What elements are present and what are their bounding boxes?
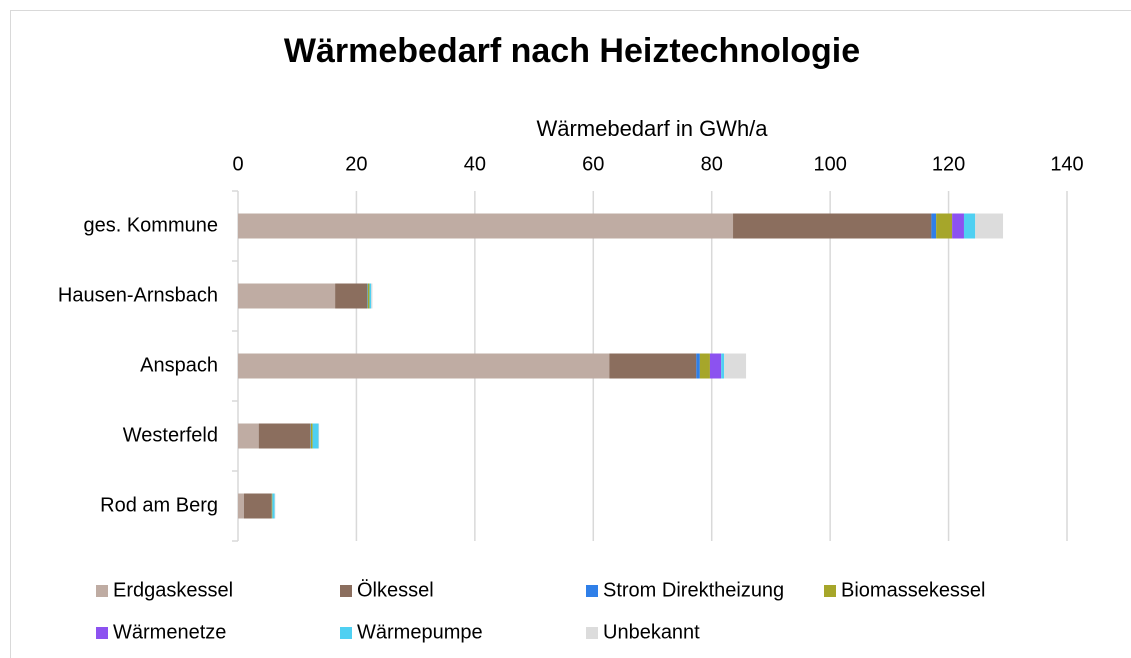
x-tick-label: 120	[932, 153, 965, 175]
bar-segment	[952, 213, 964, 239]
legend-label: Unbekannt	[603, 621, 700, 643]
bar-segment	[310, 423, 313, 449]
bar-segment	[733, 213, 932, 239]
bar-segment	[238, 213, 734, 239]
bar-segment	[936, 213, 953, 239]
bar-segment	[271, 493, 273, 519]
bar-segment	[274, 493, 276, 519]
bar-segment	[238, 353, 610, 379]
bar-segment	[371, 283, 373, 309]
bar-segment	[709, 353, 722, 379]
legend-swatch	[96, 585, 108, 597]
x-tick-label: 40	[464, 153, 486, 175]
bar-segment	[721, 353, 725, 379]
bar-segment	[975, 213, 1004, 239]
bar-segment	[335, 283, 368, 309]
y-tick-label: ges. Kommune	[83, 214, 218, 236]
bar-segment	[931, 213, 937, 239]
bar-segment	[699, 353, 710, 379]
bar-segment	[243, 493, 272, 519]
legend-swatch	[340, 585, 352, 597]
legend-swatch	[824, 585, 836, 597]
bar-segment	[312, 423, 319, 449]
bar-segment	[238, 493, 244, 519]
bar-segment	[367, 283, 368, 309]
bar-segment	[238, 283, 336, 309]
bar-segment	[318, 423, 320, 449]
x-tick-label: 80	[701, 153, 723, 175]
y-tick-label: Anspach	[140, 354, 218, 376]
legend-label: Wärmenetze	[113, 621, 226, 643]
bar-segment	[367, 283, 370, 309]
bar-segment	[609, 353, 697, 379]
legend-label: Erdgaskessel	[113, 579, 233, 601]
bar-segment	[724, 353, 747, 379]
x-tick-label: 140	[1050, 153, 1083, 175]
y-tick-label: Hausen-Arnsbach	[58, 284, 218, 306]
bar-segment	[238, 423, 259, 449]
x-tick-label: 0	[232, 153, 243, 175]
legend-label: Wärmepumpe	[357, 621, 483, 643]
legend-swatch	[96, 627, 108, 639]
bar-segment	[963, 213, 976, 239]
legend-swatch	[586, 585, 598, 597]
chart-title: Wärmebedarf nach Heiztechnologie	[284, 32, 860, 70]
bar-segment	[696, 353, 700, 379]
x-tick-label: 60	[582, 153, 604, 175]
bar-segment	[369, 283, 372, 309]
bar-segment	[258, 423, 311, 449]
x-tick-label: 20	[345, 153, 367, 175]
y-tick-label: Westerfeld	[123, 424, 218, 446]
legend-swatch	[340, 627, 352, 639]
x-tick-label: 100	[813, 153, 846, 175]
x-axis-title: Wärmebedarf in GWh/a	[536, 116, 768, 141]
bar-segment	[310, 423, 311, 449]
bar-segment	[272, 493, 275, 519]
legend-swatch	[586, 627, 598, 639]
legend-label: Biomassekessel	[841, 579, 986, 601]
legend-label: Strom Direktheizung	[603, 579, 784, 601]
chart-frame	[10, 10, 1131, 658]
y-tick-label: Rod am Berg	[100, 494, 218, 516]
legend-label: Ölkessel	[357, 579, 434, 601]
